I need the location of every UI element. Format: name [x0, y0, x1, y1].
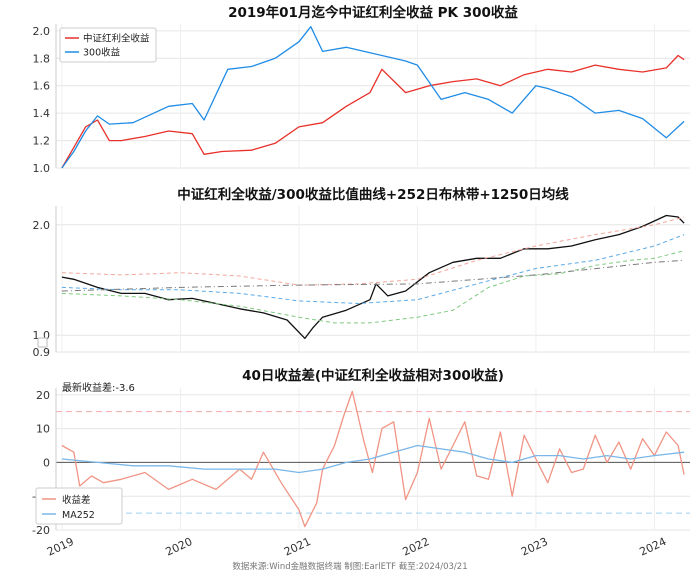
y-tick-label: 1.2	[33, 135, 51, 148]
panel-2: 中证红利全收益/300收益比值曲线+252日布林带+1250日均线0.91.02…	[33, 186, 690, 359]
panel-1-title: 2019年01月迄今中证红利全收益 PK 300收益	[228, 4, 518, 21]
series-line-3-1	[61, 390, 685, 528]
legend: 收益差 MA252	[35, 487, 123, 525]
y-tick-label: 1.8	[33, 52, 51, 65]
y-tick-label: 0	[43, 456, 50, 469]
series-line-1-1	[61, 54, 685, 169]
panel-2-title: 中证红利全收益/300收益比值曲线+252日布林带+1250日均线	[177, 186, 569, 203]
y-tick-label: 0.9	[33, 346, 51, 359]
y-tick-label: 20	[36, 389, 50, 402]
series-line-2-3	[61, 250, 685, 324]
series-line-1-2	[61, 26, 685, 169]
legend: 中证红利全收益 300收益	[59, 27, 157, 63]
y-tick-label: 2.0	[33, 219, 51, 232]
series-line-2-1	[61, 214, 685, 340]
series-line-2-4	[61, 234, 685, 304]
source-footer: 数据来源:Wind金融数据终端 制图:EarlETF 截至:2024/03/21	[232, 562, 468, 572]
y-tick-label: 10	[36, 423, 50, 436]
legend-box	[59, 27, 157, 63]
x-tick-label: 2023	[519, 535, 550, 559]
x-tick-label: 2024	[638, 535, 669, 559]
y-tick-label: 2.0	[33, 25, 51, 38]
x-tick-label: 2021	[282, 535, 313, 559]
series-line-2-5	[61, 259, 685, 292]
legend-label: MA252	[62, 510, 95, 521]
y-tick-label: 1.6	[33, 80, 51, 93]
legend-label: 300收益	[83, 47, 121, 59]
series-line-3-2	[61, 444, 685, 474]
panel-1: 2019年01月迄今中证红利全收益 PK 300收益 1.0 1.2 1.4 1.6 1.…	[33, 4, 690, 175]
x-tick-label: 2022	[401, 535, 432, 559]
x-tick-label: 2019	[45, 535, 76, 559]
y-tick-label: 1.0	[33, 162, 51, 175]
y-tick-label: -20	[32, 524, 50, 537]
legend-label: 收益差	[62, 494, 91, 506]
panel-3: 40日收益差(中证红利全收益相对300收益)-20-10010202019202…	[32, 367, 690, 559]
panel-3-title: 40日收益差(中证红利全收益相对300收益)	[242, 367, 504, 384]
legend-box	[35, 487, 123, 525]
latest-diff-annotation: 最新收益差:-3.6	[62, 381, 135, 394]
y-tick-label: 1.4	[33, 107, 51, 120]
series-line-2-2	[61, 216, 685, 286]
x-tick-label: 2020	[164, 535, 195, 559]
empty-legend-box	[37, 337, 48, 348]
legend-label: 中证红利全收益	[83, 33, 150, 45]
